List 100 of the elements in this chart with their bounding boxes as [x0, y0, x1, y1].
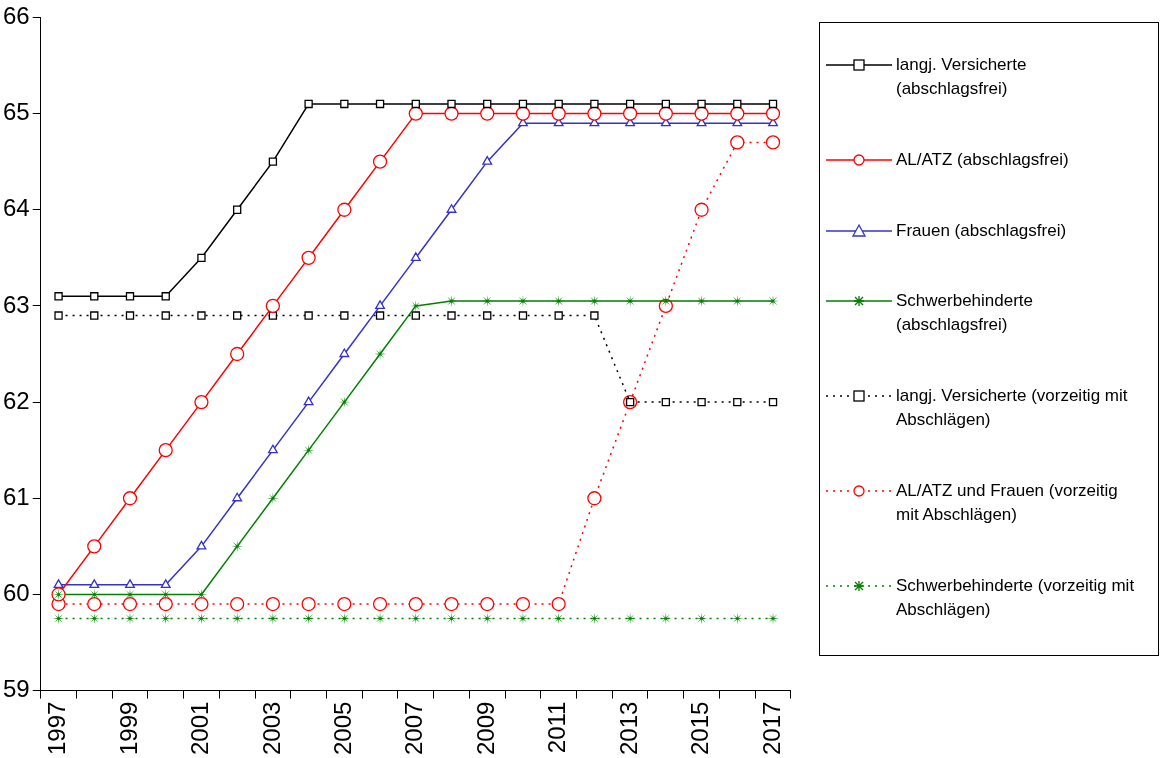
x-tick-label: 2003	[257, 701, 285, 755]
x-tick-label: 1999	[114, 701, 142, 755]
point	[161, 292, 170, 301]
x-tick-label: 2011	[543, 701, 571, 754]
point	[301, 250, 316, 265]
point	[304, 99, 313, 109]
point	[338, 612, 351, 625]
point	[125, 579, 135, 588]
x-tick-label: 2005	[328, 701, 356, 755]
point	[588, 612, 601, 625]
point	[658, 106, 673, 121]
point	[408, 106, 423, 121]
point	[765, 106, 781, 121]
point	[159, 612, 172, 625]
point	[554, 99, 563, 109]
x-tick-label: 2009	[471, 701, 499, 755]
point	[408, 596, 423, 612]
x-tick-label: 2007	[400, 701, 428, 755]
point	[337, 202, 352, 217]
point	[196, 540, 207, 550]
point	[375, 311, 385, 320]
point	[230, 596, 245, 612]
point	[301, 596, 316, 612]
point	[158, 443, 173, 458]
point	[267, 444, 278, 454]
point	[697, 397, 706, 407]
point	[303, 396, 314, 406]
point	[265, 298, 281, 314]
point	[661, 397, 671, 407]
point	[551, 596, 566, 612]
point	[444, 596, 459, 612]
point	[88, 612, 101, 625]
point	[372, 596, 388, 612]
point	[90, 311, 99, 320]
point	[54, 311, 63, 320]
point	[411, 99, 420, 109]
point	[302, 612, 315, 625]
x-tick-label: 1997	[43, 701, 71, 755]
point	[768, 397, 778, 407]
point	[515, 596, 531, 612]
legend-label: Schwerbehinderte (vorzeitig mit Abschlägen)	[896, 575, 1136, 621]
point	[372, 154, 388, 169]
point	[661, 99, 671, 109]
point	[482, 156, 493, 165]
point	[340, 99, 349, 109]
point	[122, 596, 138, 612]
point	[87, 539, 102, 554]
point	[375, 300, 386, 310]
legend-label: AL/ATZ (abschlagsfrei)	[896, 148, 1070, 171]
point	[587, 106, 602, 121]
point	[731, 612, 744, 625]
point	[518, 99, 528, 109]
point	[765, 135, 781, 150]
point	[304, 311, 313, 320]
point	[445, 612, 458, 625]
point	[122, 491, 138, 506]
legend-label: Schwerbehinderte (abschlagsfrei)	[896, 290, 1035, 337]
point	[410, 252, 421, 261]
point	[733, 397, 742, 407]
point	[90, 292, 99, 301]
point	[89, 579, 100, 588]
point	[551, 106, 566, 121]
legend-label: Frauen (abschlagsfrei)	[896, 219, 1068, 242]
point	[590, 99, 599, 109]
point	[444, 106, 459, 121]
x-tick-label: 2017	[757, 701, 785, 755]
point	[232, 205, 242, 214]
point	[230, 346, 245, 362]
point	[590, 311, 599, 320]
point	[87, 596, 102, 612]
x-tick-label: 2015	[686, 701, 714, 755]
point	[411, 311, 420, 320]
point	[125, 311, 135, 320]
y-tick-label: 66	[2, 2, 30, 30]
point	[158, 596, 173, 612]
point	[339, 348, 350, 358]
point	[587, 491, 602, 506]
point	[54, 292, 63, 301]
point	[625, 99, 635, 109]
point	[232, 311, 242, 320]
point	[52, 612, 65, 625]
y-tick-label: 63	[2, 290, 30, 318]
y-tick-label: 64	[2, 194, 30, 222]
point	[622, 106, 638, 121]
point	[161, 311, 170, 320]
point	[518, 311, 528, 320]
point	[515, 106, 531, 121]
point	[730, 135, 745, 150]
point	[480, 596, 495, 612]
point	[694, 202, 709, 217]
point	[194, 394, 209, 410]
point	[197, 253, 206, 263]
point	[447, 99, 456, 109]
point	[337, 596, 352, 612]
point	[375, 99, 385, 109]
point	[483, 99, 492, 109]
y-tick-label: 61	[2, 482, 30, 510]
point	[265, 596, 281, 612]
legend-label: langj. Versicherte (vorzeitig mit Abschlägen)	[896, 385, 1129, 432]
point	[340, 311, 349, 320]
